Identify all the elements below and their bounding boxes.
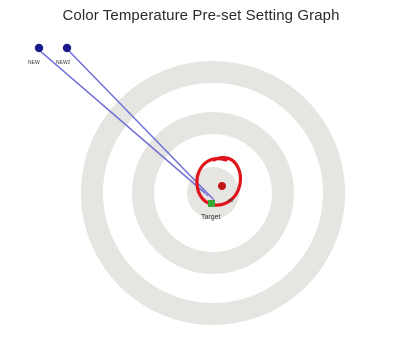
preset-line-new2-b [69,51,216,202]
preset-lines [38,49,216,202]
target-marker[interactable] [208,200,215,207]
middle-ring [132,112,294,274]
preset-marker-new[interactable] [34,43,44,53]
center-marker[interactable] [218,182,226,190]
target-rings [81,61,345,325]
annotation-circle [195,156,243,207]
page-title: Color Temperature Pre-set Setting Graph [62,7,340,24]
inner-disc [187,167,239,219]
target-label: Target [201,214,221,221]
preset-label-new: NEW [28,60,40,66]
preset-line-new-b [40,51,209,197]
center-marker-label: ctr [228,198,234,204]
preset-label-new2: NEW2 [56,60,71,66]
preset-marker-new2[interactable] [62,43,72,53]
outer-ring [81,61,345,325]
preset-markers: NEW NEW2 [28,43,72,66]
